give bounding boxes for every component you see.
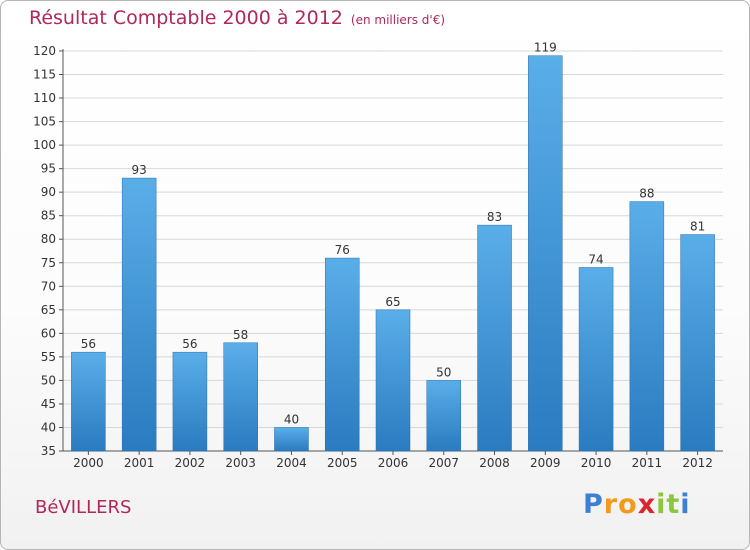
- x-tick-label-2004: 2004: [276, 456, 307, 470]
- bar-2011: [629, 201, 665, 452]
- x-tick-label-2012: 2012: [682, 456, 713, 470]
- y-tick-label: 70: [41, 279, 56, 293]
- chart-title: Résultat Comptable 2000 à 2012 (en millie…: [29, 7, 445, 29]
- x-tick-label-2007: 2007: [428, 456, 459, 470]
- data-label-2010: 74: [588, 252, 603, 266]
- data-label-2001: 93: [132, 163, 147, 177]
- y-tick-label: 45: [41, 397, 56, 411]
- bar-2006: [375, 309, 411, 452]
- commune-name: BéVILLERS: [35, 497, 132, 518]
- data-label-2012: 81: [690, 220, 705, 234]
- y-tick-label: 120: [33, 44, 56, 58]
- y-tick-label: 60: [41, 326, 56, 340]
- data-label-2007: 50: [436, 365, 451, 379]
- brand-letter: t: [666, 489, 681, 520]
- bar-2004: [274, 427, 309, 452]
- bar-2010: [578, 267, 614, 452]
- chart-title-text: Résultat Comptable 2000 à 2012: [29, 7, 343, 29]
- brand-letter: x: [637, 489, 657, 520]
- brand-letter: i: [656, 489, 667, 520]
- data-label-2000: 56: [81, 337, 96, 351]
- bar-2007: [426, 380, 462, 452]
- y-tick-label: 85: [41, 209, 56, 223]
- x-tick-label-2003: 2003: [225, 456, 256, 470]
- brand-letter: i: [680, 489, 691, 520]
- bar-2012: [680, 234, 715, 452]
- y-tick-label: 55: [41, 350, 56, 364]
- x-tick-label-2002: 2002: [175, 456, 206, 470]
- x-tick-label-2000: 2000: [73, 456, 104, 470]
- data-label-2005: 76: [335, 243, 350, 257]
- x-tick-label-2011: 2011: [632, 456, 663, 470]
- y-tick-label: 40: [41, 420, 56, 434]
- bar-2003: [223, 342, 258, 452]
- brand-logo: Proxiti: [583, 489, 691, 520]
- y-tick-label: 100: [33, 138, 56, 152]
- bar-2008: [477, 224, 512, 452]
- x-tick-label-2001: 2001: [124, 456, 155, 470]
- bar-2002: [172, 351, 208, 452]
- brand-letter: r: [603, 489, 619, 520]
- chart-subtitle: (en milliers d'€): [350, 13, 446, 27]
- data-label-2008: 83: [487, 210, 502, 224]
- y-tick-label: 80: [41, 232, 56, 246]
- y-tick-label: 110: [33, 91, 56, 105]
- y-tick-label: 95: [41, 162, 56, 176]
- y-tick-label: 75: [41, 256, 56, 270]
- brand-letter: P: [583, 489, 604, 520]
- x-tick-label-2009: 2009: [530, 456, 561, 470]
- bar-2005: [324, 257, 360, 452]
- bar-2001: [121, 177, 157, 452]
- data-label-2003: 58: [233, 328, 248, 342]
- y-tick-label: 115: [33, 68, 56, 82]
- y-tick-label: 50: [41, 373, 56, 387]
- data-label-2011: 88: [639, 187, 654, 201]
- data-label-2004: 40: [284, 412, 299, 426]
- y-tick-label: 90: [41, 185, 56, 199]
- data-label-2006: 65: [385, 295, 400, 309]
- data-label-2002: 56: [182, 337, 197, 351]
- y-tick-label: 65: [41, 303, 56, 317]
- x-tick-label-2010: 2010: [581, 456, 612, 470]
- y-tick-label: 35: [41, 444, 56, 458]
- x-tick-label-2006: 2006: [378, 456, 409, 470]
- y-tick-label: 105: [33, 115, 56, 129]
- brand-letter: o: [618, 489, 638, 520]
- data-label-2009: 119: [534, 41, 557, 55]
- bar-2009: [528, 55, 563, 452]
- bar-2000: [71, 351, 106, 452]
- x-tick-label-2008: 2008: [479, 456, 510, 470]
- x-tick-label-2005: 2005: [327, 456, 358, 470]
